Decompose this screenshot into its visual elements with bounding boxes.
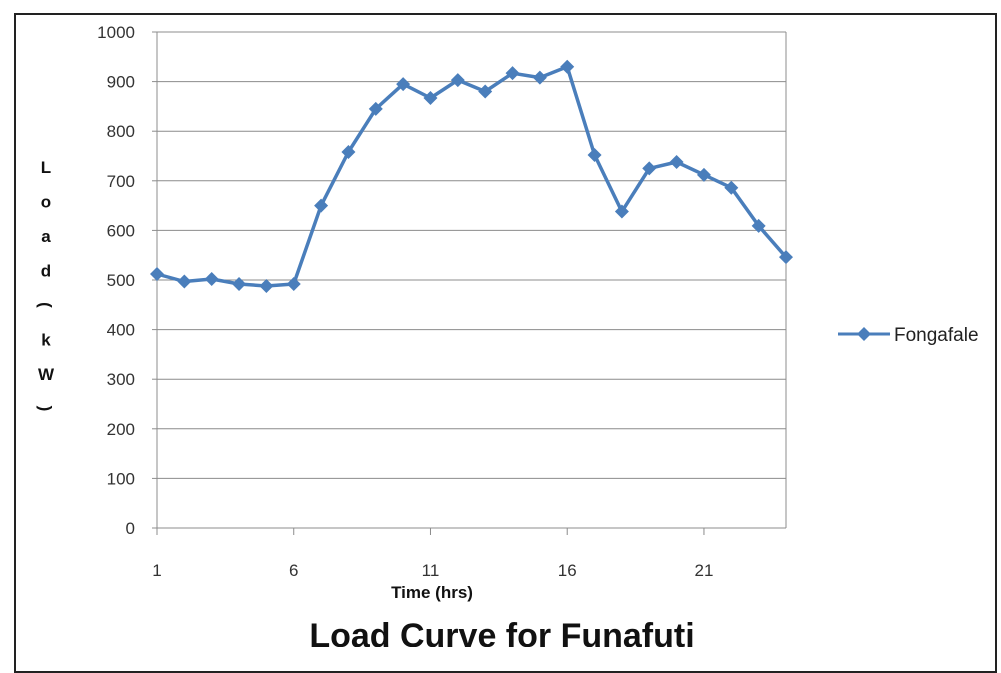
data-point bbox=[724, 180, 739, 195]
data-point bbox=[450, 73, 465, 88]
data-point bbox=[177, 274, 192, 289]
y-axis-title-char: d bbox=[41, 262, 51, 281]
data-point bbox=[779, 250, 793, 265]
y-axis-title-char: L bbox=[41, 158, 51, 177]
x-tick-label: 11 bbox=[422, 561, 440, 580]
data-point bbox=[751, 218, 766, 233]
y-axis-title-char: o bbox=[41, 193, 51, 212]
series-layer bbox=[150, 59, 793, 293]
data-point bbox=[396, 77, 411, 92]
gridlines bbox=[157, 31, 786, 479]
y-axis-title-char: ) bbox=[36, 406, 55, 412]
series-line-fongafale bbox=[156, 64, 788, 288]
data-point bbox=[341, 145, 356, 160]
data-point bbox=[587, 148, 602, 163]
data-point bbox=[232, 276, 247, 291]
y-tick-label: 400 bbox=[107, 321, 135, 340]
data-point bbox=[259, 278, 274, 293]
x-tick-label: 21 bbox=[694, 561, 713, 580]
y-axis-title-char: k bbox=[41, 331, 51, 350]
x-tick-label: 6 bbox=[289, 561, 298, 580]
data-point bbox=[423, 90, 438, 105]
data-point bbox=[560, 59, 575, 74]
data-point bbox=[368, 101, 383, 116]
data-point bbox=[642, 161, 657, 176]
data-point bbox=[532, 70, 547, 85]
x-tick-label: 1 bbox=[152, 561, 161, 580]
data-point bbox=[614, 204, 629, 219]
y-tick-label: 800 bbox=[107, 122, 135, 141]
y-tick-label: 100 bbox=[107, 469, 135, 488]
x-axis-title: Time (hrs) bbox=[391, 583, 473, 602]
chart-frame bbox=[14, 13, 997, 673]
legend-label-fongafale: Fongafale bbox=[894, 325, 979, 346]
data-point bbox=[696, 167, 711, 182]
y-tick-label: 600 bbox=[107, 221, 135, 240]
y-tick-label: 700 bbox=[107, 172, 135, 191]
data-point bbox=[314, 198, 329, 213]
y-tick-label: 0 bbox=[126, 519, 135, 538]
data-point bbox=[669, 154, 684, 169]
y-tick-label: 200 bbox=[107, 420, 135, 439]
legend: Fongafale bbox=[838, 325, 979, 346]
x-tick-label: 16 bbox=[558, 561, 577, 580]
legend-marker-swatch bbox=[857, 327, 871, 341]
y-axis-title-char: W bbox=[38, 365, 55, 384]
y-tick-label: 900 bbox=[107, 73, 135, 92]
y-axis-title-char: ( bbox=[36, 302, 55, 308]
chart-title: Load Curve for Funafuti bbox=[309, 617, 694, 647]
y-tick-label: 500 bbox=[107, 271, 135, 290]
y-axis-title-char: a bbox=[41, 227, 51, 246]
data-point bbox=[286, 276, 301, 291]
data-point bbox=[478, 84, 493, 99]
y-tick-label: 1000 bbox=[97, 23, 135, 42]
data-point bbox=[204, 272, 219, 287]
data-point bbox=[505, 66, 520, 81]
data-point bbox=[150, 267, 164, 282]
y-tick-label: 300 bbox=[107, 370, 135, 389]
y-axis-title: Load ( kW) bbox=[36, 158, 55, 411]
